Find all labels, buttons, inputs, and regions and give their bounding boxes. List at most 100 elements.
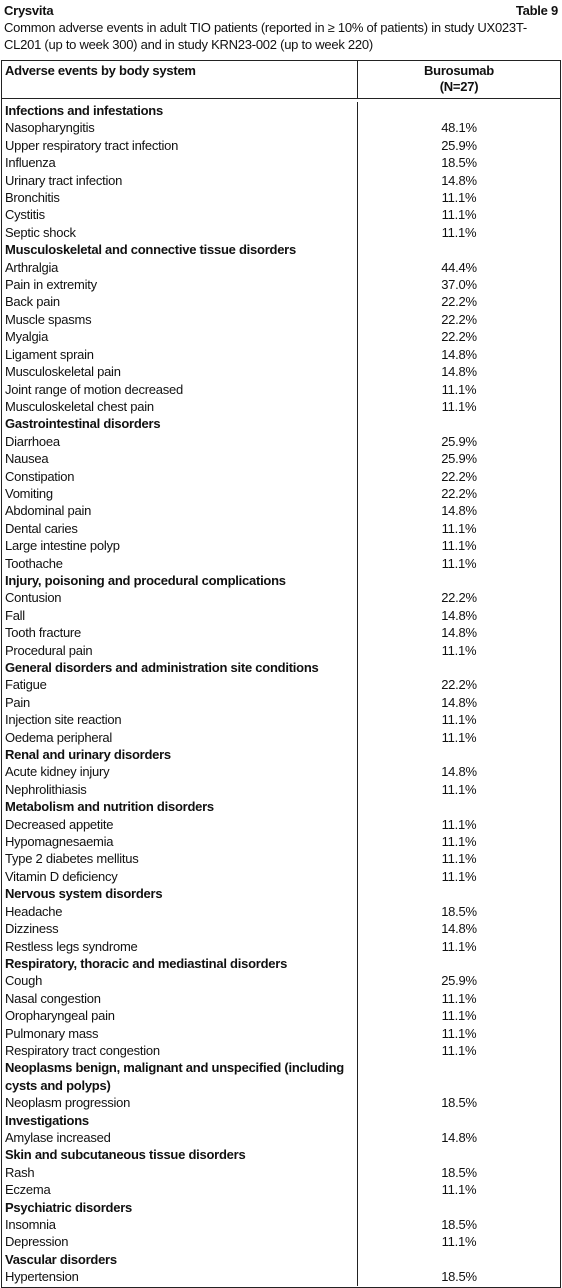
event-rate: 22.2% — [441, 485, 477, 501]
event-row: Ligament sprain 14.8% — [2, 345, 560, 364]
group-row: Neoplasms benign, malignant and unspecif… — [2, 1059, 560, 1095]
empty-cell — [358, 955, 560, 972]
event-row: Bronchitis 11.1% — [2, 189, 560, 207]
event-row: Upper respiratory tract infection 25.9% — [2, 136, 560, 155]
event-name: Rash — [2, 1163, 358, 1182]
event-row: Diarrhoea 25.9% — [2, 432, 560, 451]
event-rate: 18.5% — [441, 1217, 477, 1232]
event-row: Eczema 11.1% — [2, 1181, 560, 1199]
group-name: General disorders and administration sit… — [2, 659, 358, 677]
document-header: Crysvita Table 9 Common adverse events i… — [4, 2, 558, 53]
event-rate: 18.5% — [441, 1164, 477, 1180]
event-row: Oropharyngeal pain 11.1% — [2, 1007, 560, 1025]
event-row: Decreased appetite 11.1% — [2, 815, 560, 834]
group-name: Gastrointestinal disorders — [2, 415, 358, 433]
event-row: Joint range of motion decreased 11.1% — [2, 380, 560, 398]
event-name: Cystitis — [2, 206, 358, 224]
group-row: Respiratory, thoracic and mediastinal di… — [2, 954, 560, 973]
event-name: Pain — [2, 693, 358, 712]
event-name: Nausea — [2, 450, 358, 468]
event-rate: 11.1% — [441, 1008, 477, 1024]
event-rate: 11.1% — [441, 1025, 477, 1041]
event-row: Nephrolithiasis 11.1% — [2, 780, 560, 799]
column-header-line: Burosumab — [424, 63, 494, 78]
event-row: Abdominal pain 14.8% — [2, 502, 560, 520]
event-rate: 22.2% — [441, 590, 477, 606]
group-name: Infections and infestations — [2, 102, 358, 120]
event-name: Joint range of motion decreased — [2, 380, 358, 398]
event-name: Nasopharyngitis — [2, 119, 358, 137]
group-name: Neoplasms benign, malignant and unspecif… — [2, 1059, 358, 1095]
brand: Crysvita — [4, 3, 54, 18]
event-row: Arthralgia 44.4% — [2, 258, 560, 277]
event-name: Insomnia — [2, 1216, 358, 1234]
event-row: Constipation 22.2% — [2, 467, 560, 485]
title-row: Crysvita Table 9 — [4, 2, 558, 19]
event-rate: 14.8% — [441, 921, 477, 937]
event-name: Cough — [2, 972, 358, 990]
group-name: Respiratory, thoracic and mediastinal di… — [2, 954, 358, 973]
event-rate: 11.1% — [441, 990, 477, 1006]
event-rate: 22.2% — [441, 468, 477, 484]
event-name: Vomiting — [2, 484, 358, 503]
caption: Common adverse events in adult TIO patie… — [4, 20, 527, 52]
empty-cell — [358, 415, 560, 432]
event-row: Vitamin D deficiency 11.1% — [2, 867, 560, 886]
group-row: Renal and urinary disorders — [2, 746, 560, 764]
event-rate: 11.1% — [441, 538, 477, 554]
event-name: Neoplasm progression — [2, 1094, 358, 1112]
group-row: Vascular disorders — [2, 1250, 560, 1269]
empty-cell — [358, 1199, 560, 1216]
event-row: Oedema peripheral 11.1% — [2, 728, 560, 747]
event-rate: 14.8% — [441, 172, 477, 188]
event-rate: 11.1% — [441, 398, 477, 414]
event-row: Fatigue 22.2% — [2, 676, 560, 694]
event-rate: 11.1% — [441, 729, 477, 745]
event-rate: 44.4% — [441, 259, 477, 275]
event-rate: 25.9% — [441, 973, 477, 989]
empty-cell — [358, 102, 560, 119]
event-row: Hypertension 18.5% — [2, 1268, 560, 1286]
empty-cell — [358, 1146, 560, 1163]
event-name: Procedural pain — [2, 641, 358, 659]
event-name: Oropharyngeal pain — [2, 1007, 358, 1025]
event-name: Dental caries — [2, 519, 358, 538]
event-name: Hypomagnesaemia — [2, 833, 358, 851]
event-row: Headache 18.5% — [2, 902, 560, 921]
event-name: Large intestine polyp — [2, 537, 358, 555]
event-rate: 14.8% — [441, 1129, 477, 1145]
event-rate: 11.1% — [441, 555, 477, 571]
event-rate: 11.1% — [441, 816, 477, 832]
event-row: Vomiting 22.2% — [2, 484, 560, 503]
event-rate: 14.8% — [441, 764, 477, 780]
event-name: Acute kidney injury — [2, 763, 358, 781]
empty-cell — [358, 798, 560, 815]
group-row: Metabolism and nutrition disorders — [2, 798, 560, 816]
event-rate: 14.8% — [441, 625, 477, 641]
event-rate: 14.8% — [441, 503, 477, 519]
group-row: Nervous system disorders — [2, 885, 560, 903]
group-row: Infections and infestations — [2, 102, 560, 120]
event-rate: 11.1% — [441, 1234, 477, 1250]
event-name: Eczema — [2, 1181, 358, 1199]
event-rate: 11.1% — [441, 642, 477, 658]
empty-cell — [358, 885, 560, 902]
event-row: Pain in extremity 37.0% — [2, 276, 560, 294]
empty-cell — [358, 1059, 560, 1094]
event-name: Musculoskeletal pain — [2, 363, 358, 381]
group-row: Musculoskeletal and connective tissue di… — [2, 241, 560, 259]
event-row: Hypomagnesaemia 11.1% — [2, 833, 560, 851]
event-rate: 11.1% — [441, 1182, 477, 1198]
group-name: Vascular disorders — [2, 1250, 358, 1269]
group-row: General disorders and administration sit… — [2, 659, 560, 677]
event-rate: 18.5% — [441, 1269, 477, 1285]
event-row: Insomnia 18.5% — [2, 1216, 560, 1234]
event-name: Upper respiratory tract infection — [2, 136, 358, 155]
event-row: Toothache 11.1% — [2, 554, 560, 572]
event-name: Myalgia — [2, 328, 358, 346]
event-name: Pain in extremity — [2, 276, 358, 294]
group-name: Investigations — [2, 1111, 358, 1129]
event-name: Pulmonary mass — [2, 1024, 358, 1042]
event-rate: 11.1% — [441, 781, 477, 797]
event-rate: 22.2% — [441, 677, 477, 693]
